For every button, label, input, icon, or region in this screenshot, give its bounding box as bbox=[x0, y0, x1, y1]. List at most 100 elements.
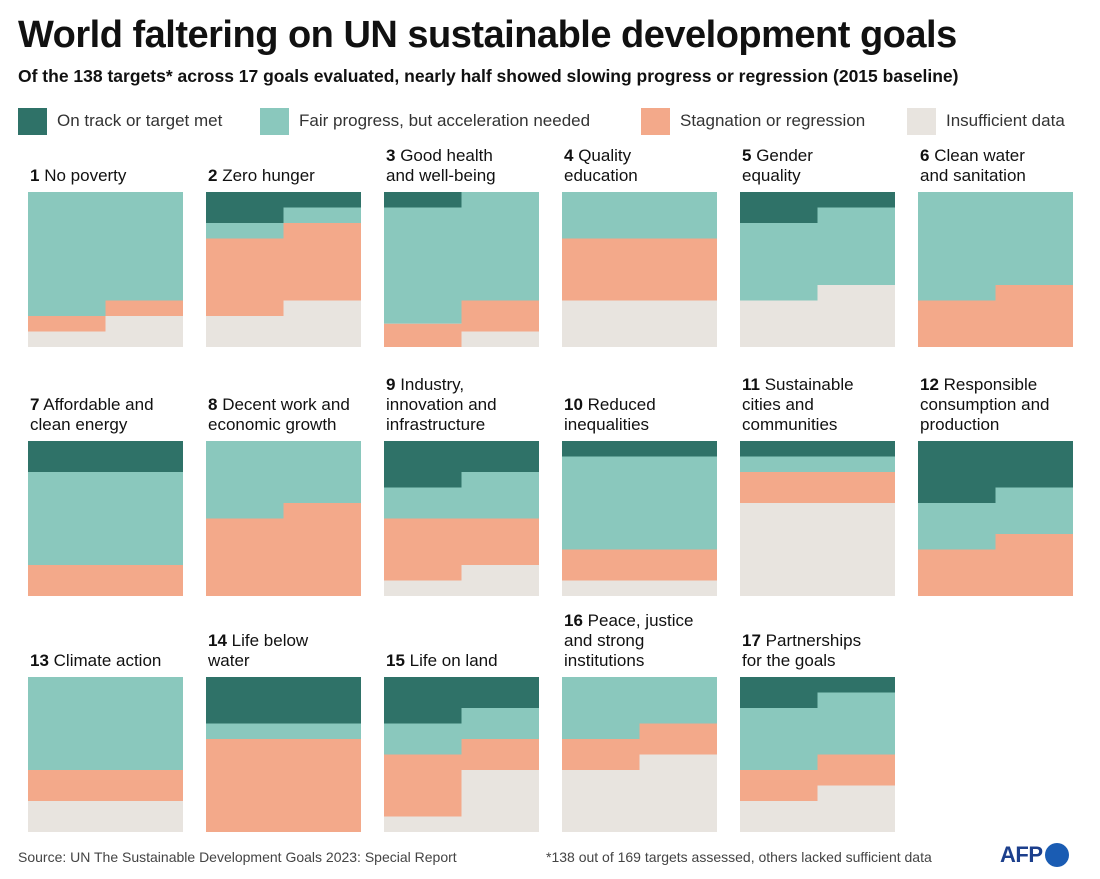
band-insufficient-goal-9 bbox=[384, 565, 539, 596]
goal-name-text: Responsible bbox=[943, 375, 1038, 394]
band-insufficient-goal-13 bbox=[28, 801, 183, 832]
goal-name-text: Life below bbox=[231, 631, 309, 650]
band-fair-goal-3 bbox=[384, 192, 539, 324]
band-insufficient-goal-1 bbox=[28, 316, 183, 347]
afp-logo-text: AFP bbox=[1000, 842, 1043, 867]
goal-title-line: 13 Climate action bbox=[30, 651, 161, 671]
legend-item-insufficient: Insufficient data bbox=[907, 107, 1065, 135]
goal-title-line: and well-being bbox=[386, 166, 496, 186]
band-fair-goal-8 bbox=[206, 441, 361, 519]
goal-title-14: 14 Life below water bbox=[208, 631, 308, 671]
goal-title-3: 3 Good health and well-being bbox=[386, 146, 496, 186]
goal-name-text: infrastructure bbox=[386, 415, 486, 434]
band-stagnation-goal-7 bbox=[28, 565, 183, 596]
band-stagnation-goal-14 bbox=[206, 739, 361, 832]
goal-number: 11 bbox=[742, 375, 760, 394]
legend-label-insufficient: Insufficient data bbox=[946, 111, 1065, 130]
legend: On track or target met Fair progress, bu… bbox=[0, 107, 1100, 135]
goal-name-text: Reduced bbox=[587, 395, 656, 414]
goal-title-line: 7 Affordable and bbox=[30, 395, 154, 415]
legend-swatch-stagnation bbox=[641, 107, 670, 135]
goal-title-line: 9 Industry, bbox=[386, 375, 497, 395]
goal-tile-17 bbox=[740, 677, 895, 832]
goal-title-line: 3 Good health bbox=[386, 146, 496, 166]
goal-tile-14 bbox=[206, 677, 361, 832]
band-insufficient-goal-4 bbox=[562, 300, 717, 347]
goal-title-7: 7 Affordable and clean energy bbox=[30, 395, 154, 435]
goal-title-17: 17 Partnerships for the goals bbox=[742, 631, 861, 671]
goal-title-line: institutions bbox=[564, 651, 694, 671]
band-stagnation-goal-10 bbox=[562, 549, 717, 581]
goal-name-text: Sustainable bbox=[764, 375, 854, 394]
goal-title-8: 8 Decent work and economic growth bbox=[208, 395, 350, 435]
goal-title-13: 13 Climate action bbox=[30, 651, 161, 671]
goal-number: 2 bbox=[208, 166, 218, 185]
goal-name-text: and strong bbox=[564, 631, 645, 650]
band-fair-goal-4 bbox=[562, 192, 717, 239]
band-stagnation-goal-3 bbox=[384, 300, 539, 347]
goal-tile-8 bbox=[206, 441, 361, 596]
goal-name-text: Industry, bbox=[400, 375, 465, 394]
goal-title-line: 2 Zero hunger bbox=[208, 166, 315, 186]
goal-name-text: production bbox=[920, 415, 1000, 434]
goal-title-11: 11 Sustainable cities and communities bbox=[742, 375, 854, 435]
legend-label-on-track: On track or target met bbox=[57, 111, 223, 130]
goal-name-text: institutions bbox=[564, 651, 645, 670]
goal-title-line: and strong bbox=[564, 631, 694, 651]
band-stagnation-goal-4 bbox=[562, 238, 717, 301]
goal-tile-10 bbox=[562, 441, 717, 596]
goal-title-line: 1 No poverty bbox=[30, 166, 126, 186]
band-fair-goal-10 bbox=[562, 456, 717, 550]
goal-title-line: 17 Partnerships bbox=[742, 631, 861, 651]
band-on-track-goal-11 bbox=[740, 441, 895, 457]
goal-number: 16 bbox=[564, 611, 583, 630]
band-on-track-goal-9 bbox=[384, 441, 539, 488]
afp-logo: AFP bbox=[1000, 842, 1069, 868]
goal-title-line: inequalities bbox=[564, 415, 656, 435]
goal-name-text: Good health bbox=[400, 146, 493, 165]
goal-title-line: 16 Peace, justice bbox=[564, 611, 694, 631]
goal-title-line: infrastructure bbox=[386, 415, 497, 435]
goal-tile-13 bbox=[28, 677, 183, 832]
goal-number: 15 bbox=[386, 651, 405, 670]
legend-item-stagnation: Stagnation or regression bbox=[641, 107, 865, 135]
band-stagnation-goal-13 bbox=[28, 770, 183, 801]
band-stagnation-goal-17 bbox=[740, 754, 895, 801]
band-insufficient-goal-2 bbox=[206, 300, 361, 347]
band-fair-goal-17 bbox=[740, 692, 895, 770]
legend-swatch-fair bbox=[260, 107, 289, 135]
goal-name-text: for the goals bbox=[742, 651, 836, 670]
goal-title-line: 8 Decent work and bbox=[208, 395, 350, 415]
band-fair-goal-11 bbox=[740, 456, 895, 472]
band-fair-goal-13 bbox=[28, 677, 183, 770]
goal-name-text: inequalities bbox=[564, 415, 650, 434]
goal-title-line: for the goals bbox=[742, 651, 861, 671]
goal-title-line: 5 Gender bbox=[742, 146, 813, 166]
goal-title-line: 15 Life on land bbox=[386, 651, 498, 671]
legend-swatch-on-track bbox=[18, 107, 47, 135]
goal-name-text: consumption and bbox=[920, 395, 1050, 414]
goal-title-2: 2 Zero hunger bbox=[208, 166, 315, 186]
band-fair-goal-5 bbox=[740, 207, 895, 301]
goal-title-line: 6 Clean water bbox=[920, 146, 1026, 166]
goal-name-text: cities and bbox=[742, 395, 814, 414]
band-insufficient-goal-3 bbox=[384, 331, 539, 347]
goal-number: 5 bbox=[742, 146, 752, 165]
band-stagnation-goal-6 bbox=[918, 285, 1073, 347]
band-stagnation-goal-8 bbox=[206, 503, 361, 596]
goal-name-text: and sanitation bbox=[920, 166, 1026, 185]
goal-title-9: 9 Industry, innovation and infrastructure bbox=[386, 375, 497, 435]
goal-tile-4 bbox=[562, 192, 717, 347]
goal-title-line: 14 Life below bbox=[208, 631, 308, 651]
band-fair-goal-6 bbox=[918, 192, 1073, 301]
band-fair-goal-7 bbox=[28, 472, 183, 565]
goal-number: 3 bbox=[386, 146, 396, 165]
goal-tile-9 bbox=[384, 441, 539, 596]
goal-title-15: 15 Life on land bbox=[386, 651, 498, 671]
band-on-track-goal-15 bbox=[384, 677, 539, 724]
band-fair-goal-1 bbox=[28, 192, 183, 316]
goal-tile-5 bbox=[740, 192, 895, 347]
band-insufficient-goal-10 bbox=[562, 580, 717, 596]
goal-name-text: Affordable and bbox=[43, 395, 154, 414]
